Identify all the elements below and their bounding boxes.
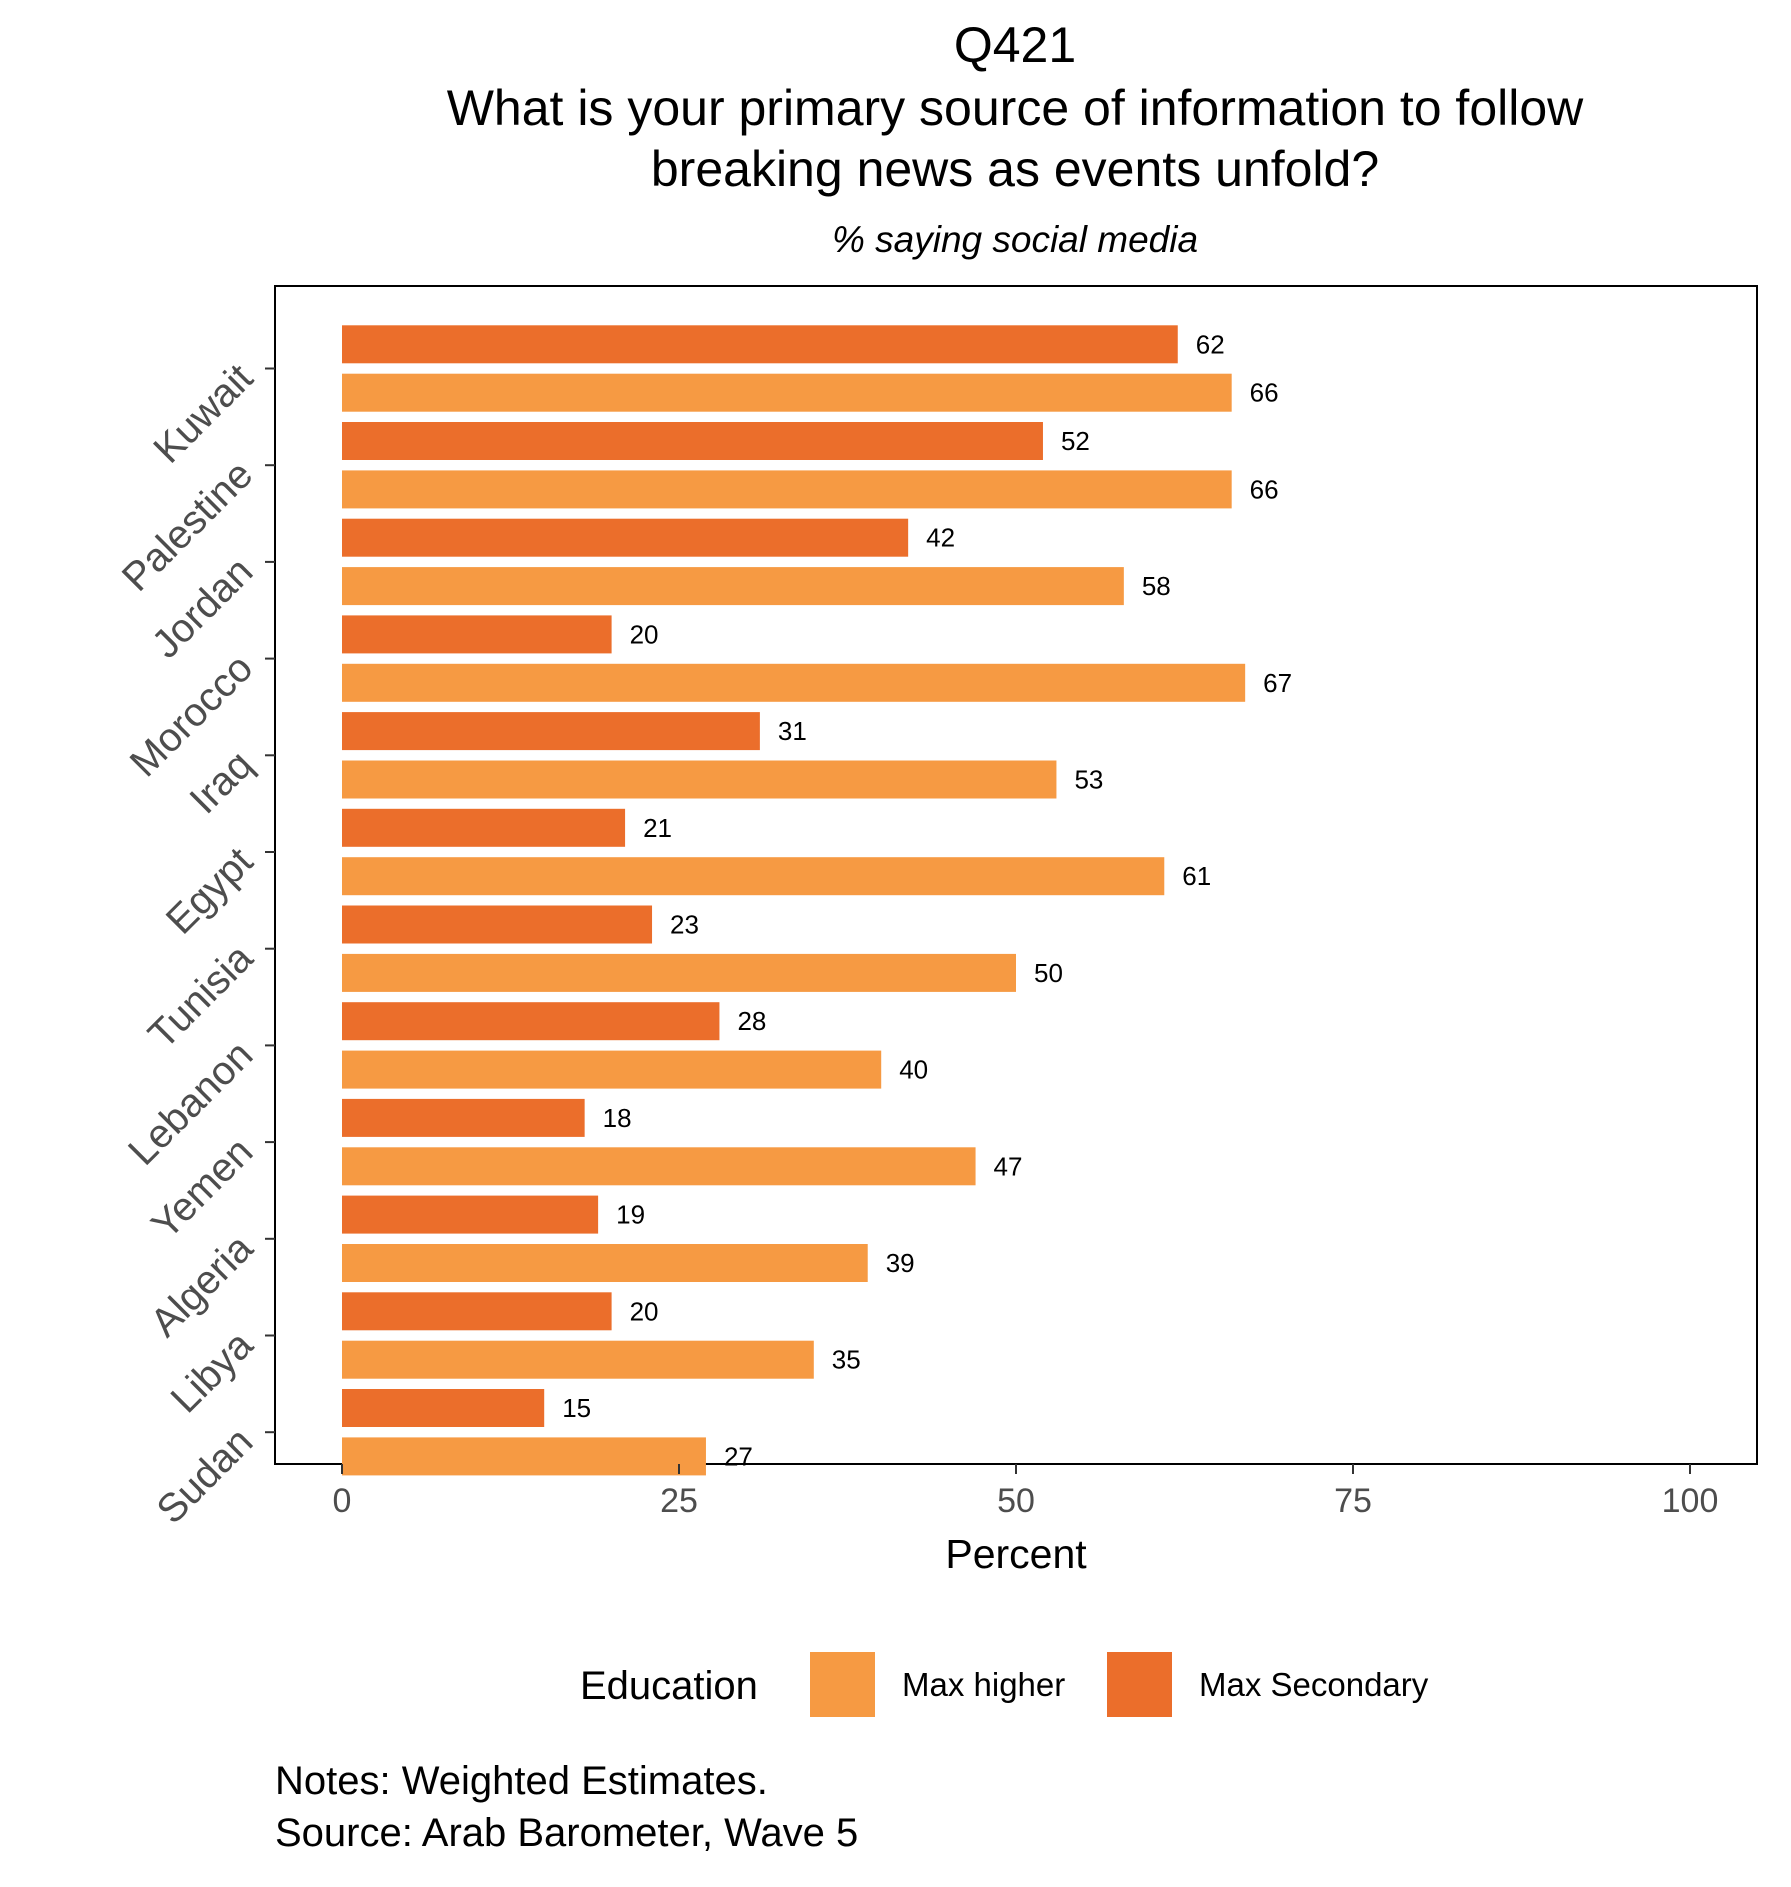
y-tick-label: Egypt [158, 839, 261, 942]
bar [342, 518, 909, 557]
bar-value-label: 66 [1250, 378, 1279, 408]
bar [342, 953, 1016, 992]
bar-value-label: 20 [630, 619, 659, 649]
y-tick-label: Iraq [182, 743, 262, 823]
bar-value-label: 52 [1061, 426, 1090, 456]
bar [342, 712, 760, 751]
bar-labels-layer: 62 66 52 66 42 58 20 67 31 53 21 61 23 50 28 40 18 47 19 39… [562, 329, 1292, 1471]
bar [342, 1244, 868, 1282]
bar-value-label: 62 [1196, 329, 1225, 359]
bar [342, 905, 653, 944]
bar [342, 1098, 585, 1137]
bar [342, 422, 1043, 460]
bar-value-label: 40 [899, 1055, 928, 1085]
legend: Education Max higher Max Secondary [580, 1652, 1429, 1717]
bar [342, 470, 1232, 509]
y-axis: KuwaitPalestineJordanMoroccoIraqEgyptTun… [114, 356, 275, 1532]
x-tick-label: 75 [1334, 1482, 1372, 1520]
notes: Notes: Weighted Estimates. Source: Arab B… [275, 1759, 858, 1855]
bar-value-label: 20 [630, 1296, 659, 1326]
bar-value-label: 35 [832, 1345, 861, 1375]
bar [342, 325, 1178, 364]
chart-subtitle: % saying social media [832, 219, 1198, 260]
legend-swatch [810, 1652, 875, 1717]
bar-value-label: 53 [1074, 765, 1103, 795]
bar-value-label: 23 [670, 910, 699, 940]
bar-value-label: 15 [562, 1393, 591, 1423]
bar [342, 857, 1165, 896]
x-tick-label: 25 [660, 1482, 698, 1520]
bar-value-label: 42 [926, 523, 955, 553]
y-tick-label: Algeria [142, 1226, 262, 1346]
legend-label: Max higher [902, 1666, 1065, 1703]
bar-value-label: 39 [886, 1248, 915, 1278]
bars-layer [342, 325, 1246, 1476]
bar-value-label: 19 [616, 1200, 645, 1230]
x-axis: 0 25 50 75 100 [333, 1464, 1719, 1520]
note-line: Notes: Weighted Estimates. [275, 1759, 768, 1803]
chart-title-line: breaking news as events unfold? [651, 141, 1379, 197]
legend-swatch [1107, 1652, 1172, 1717]
x-tick-label: 50 [997, 1482, 1035, 1520]
bar-value-label: 28 [737, 1006, 766, 1036]
bar-value-label: 67 [1263, 668, 1292, 698]
chart-title-line: What is your primary source of informati… [447, 80, 1584, 136]
y-tick-label: Kuwait [145, 356, 261, 472]
bar [342, 1340, 814, 1379]
bar [342, 663, 1246, 702]
bar-value-label: 18 [603, 1103, 632, 1133]
note-line: Source: Arab Barometer, Wave 5 [275, 1811, 858, 1855]
bar-value-label: 31 [778, 716, 807, 746]
bar [342, 1147, 976, 1186]
bar [342, 567, 1124, 606]
bar-value-label: 58 [1142, 571, 1171, 601]
bar [342, 1389, 545, 1427]
legend-label: Max Secondary [1199, 1666, 1429, 1703]
bar [342, 760, 1057, 799]
bar [342, 1050, 882, 1089]
y-tick-label: Sudan [148, 1419, 261, 1532]
bar [342, 1195, 599, 1234]
bar-value-label: 66 [1250, 474, 1279, 504]
bar-value-label: 47 [994, 1151, 1023, 1181]
chart-title: Q421 What is your primary source of infor… [447, 17, 1584, 197]
y-tick-label: Tunisia [140, 935, 262, 1057]
x-axis-label: Percent [945, 1531, 1087, 1577]
x-tick-label: 0 [333, 1482, 352, 1520]
bar-value-label: 50 [1034, 958, 1063, 988]
bar [342, 808, 626, 847]
bar [342, 1437, 706, 1476]
bar-value-label: 61 [1182, 861, 1211, 891]
legend-title: Education [580, 1664, 758, 1708]
bar [342, 373, 1232, 412]
bar-value-label: 21 [643, 813, 672, 843]
bar [342, 1292, 612, 1331]
x-tick-label: 100 [1662, 1482, 1719, 1520]
bar [342, 1002, 720, 1041]
bar [342, 615, 612, 654]
chart-title-line: Q421 [954, 17, 1076, 73]
bar-value-label: 27 [724, 1441, 753, 1471]
